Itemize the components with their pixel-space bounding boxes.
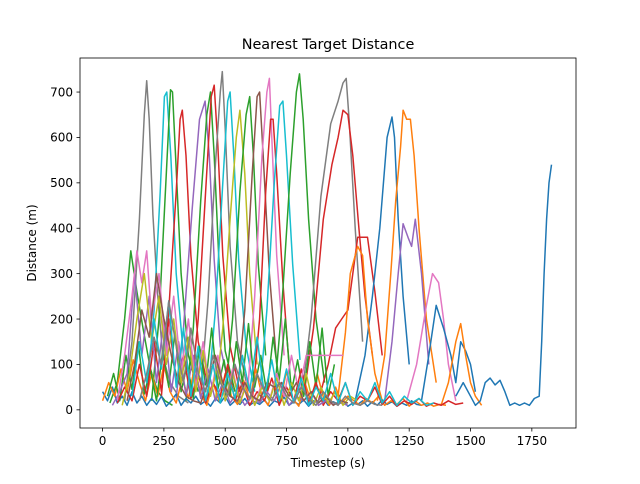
series-line-18 xyxy=(300,77,364,401)
x-axis: 0 250 500 750 1000 1250 1500 1750 xyxy=(99,428,547,448)
y-tick-label: 0 xyxy=(65,403,73,417)
y-axis: 0 100 200 300 400 500 600 700 xyxy=(50,85,80,417)
x-axis-label: Timestep (s) xyxy=(290,456,366,470)
series-line-22 xyxy=(376,109,437,401)
series-line-9 xyxy=(199,70,249,392)
series-layer xyxy=(101,70,553,407)
series-line-38 xyxy=(138,300,383,407)
x-tick-label: 500 xyxy=(214,434,237,448)
series-line-27 xyxy=(440,322,483,406)
series-line-8 xyxy=(190,84,241,397)
y-tick-label: 600 xyxy=(50,131,73,145)
x-tick-label: 1250 xyxy=(394,434,425,448)
x-tick-label: 750 xyxy=(275,434,298,448)
y-tick-label: 100 xyxy=(50,358,73,372)
series-line-36 xyxy=(126,272,349,407)
series-line-16 xyxy=(258,100,301,397)
series-line-15 xyxy=(251,118,290,401)
y-tick-label: 300 xyxy=(50,267,73,281)
series-line-28 xyxy=(455,164,553,407)
series-line-14 xyxy=(246,77,285,397)
series-line-3 xyxy=(145,91,195,397)
series-line-29 xyxy=(101,386,422,407)
series-line-23 xyxy=(383,218,430,401)
y-tick-label: 500 xyxy=(50,176,73,190)
y-axis-label: Distance (m) xyxy=(25,204,39,281)
y-tick-label: 200 xyxy=(50,312,73,326)
y-tick-label: 700 xyxy=(50,85,73,99)
x-tick-label: 1750 xyxy=(517,434,548,448)
series-line-2 xyxy=(123,79,189,404)
series-line-11 xyxy=(214,109,258,401)
x-tick-label: 250 xyxy=(152,434,175,448)
y-tick-label: 400 xyxy=(50,222,73,236)
series-line-25 xyxy=(405,272,457,401)
x-tick-label: 1000 xyxy=(333,434,364,448)
series-line-37 xyxy=(131,300,434,407)
series-line-5 xyxy=(160,109,209,397)
x-tick-label: 1500 xyxy=(455,434,486,448)
plot-frame xyxy=(79,57,577,429)
series-line-24 xyxy=(337,245,383,401)
series-line-13 xyxy=(236,91,278,392)
series-line-6 xyxy=(175,100,231,399)
series-line-4 xyxy=(150,89,199,401)
x-tick-label: 0 xyxy=(99,434,107,448)
chart-title: Nearest Target Distance xyxy=(242,37,415,53)
series-line-26 xyxy=(420,304,477,401)
